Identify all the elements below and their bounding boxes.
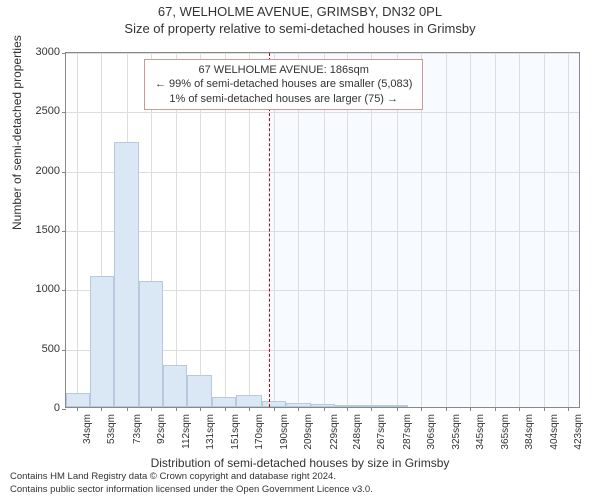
y-tick-label: 1500 bbox=[36, 224, 60, 236]
x-tick-label: 170sqm bbox=[254, 414, 265, 450]
y-tick-label: 2500 bbox=[36, 105, 60, 117]
x-tick-label: 131sqm bbox=[205, 414, 216, 450]
histogram-bar bbox=[114, 142, 139, 407]
histogram-bar bbox=[236, 395, 261, 407]
x-tick-label: 248sqm bbox=[352, 414, 363, 450]
y-tick-label: 3000 bbox=[36, 46, 60, 58]
x-tick-label: 384sqm bbox=[524, 414, 535, 450]
x-axis-label: Distribution of semi-detached houses by … bbox=[0, 456, 600, 470]
x-tick-label: 112sqm bbox=[181, 414, 192, 450]
title-main: 67, WELHOLME AVENUE, GRIMSBY, DN32 0PL bbox=[0, 0, 600, 19]
x-tick-label: 345sqm bbox=[475, 414, 486, 450]
annotation-line-1: 67 WELHOLME AVENUE: 186sqm bbox=[155, 63, 412, 77]
title-sub: Size of property relative to semi-detach… bbox=[0, 19, 600, 36]
footer-attribution: Contains HM Land Registry data © Crown c… bbox=[10, 471, 373, 496]
x-tick-label: 306sqm bbox=[426, 414, 437, 450]
x-tick-label: 151sqm bbox=[230, 414, 241, 450]
footer-line-2: Contains public sector information licen… bbox=[10, 484, 373, 496]
x-tick-label: 209sqm bbox=[303, 414, 314, 450]
x-tick-label: 423sqm bbox=[573, 414, 584, 450]
histogram-bar bbox=[212, 397, 236, 407]
y-tick-label: 2000 bbox=[36, 165, 60, 177]
y-axis-label: Number of semi-detached properties bbox=[10, 35, 24, 230]
x-tick-label: 190sqm bbox=[279, 414, 290, 450]
chart-plot-area: 67 WELHOLME AVENUE: 186sqm ← 99% of semi… bbox=[65, 52, 580, 408]
x-tick-label: 267sqm bbox=[376, 414, 387, 450]
histogram-bar bbox=[66, 393, 90, 407]
y-tick-label: 0 bbox=[54, 402, 60, 414]
annotation-line-2: ← 99% of semi-detached houses are smalle… bbox=[155, 77, 412, 91]
x-tick-label: 73sqm bbox=[132, 414, 143, 450]
x-tick-label: 287sqm bbox=[402, 414, 413, 450]
histogram-bar bbox=[90, 276, 114, 407]
x-tick-label: 229sqm bbox=[329, 414, 340, 450]
x-tick-label: 325sqm bbox=[451, 414, 462, 450]
x-tick-label: 365sqm bbox=[500, 414, 511, 450]
x-tick-label: 92sqm bbox=[156, 414, 167, 450]
x-tick-label: 53sqm bbox=[106, 414, 117, 450]
x-tick-label: 34sqm bbox=[82, 414, 93, 450]
y-tick-label: 500 bbox=[42, 343, 60, 355]
histogram-bar bbox=[139, 281, 163, 407]
histogram-bar bbox=[163, 365, 187, 407]
y-tick-label: 1000 bbox=[36, 283, 60, 295]
annotation-box: 67 WELHOLME AVENUE: 186sqm ← 99% of semi… bbox=[144, 59, 423, 110]
x-tick-label: 404sqm bbox=[549, 414, 560, 450]
footer-line-1: Contains HM Land Registry data © Crown c… bbox=[10, 471, 373, 483]
histogram-bar bbox=[187, 375, 212, 407]
annotation-line-3: 1% of semi-detached houses are larger (7… bbox=[155, 92, 412, 106]
